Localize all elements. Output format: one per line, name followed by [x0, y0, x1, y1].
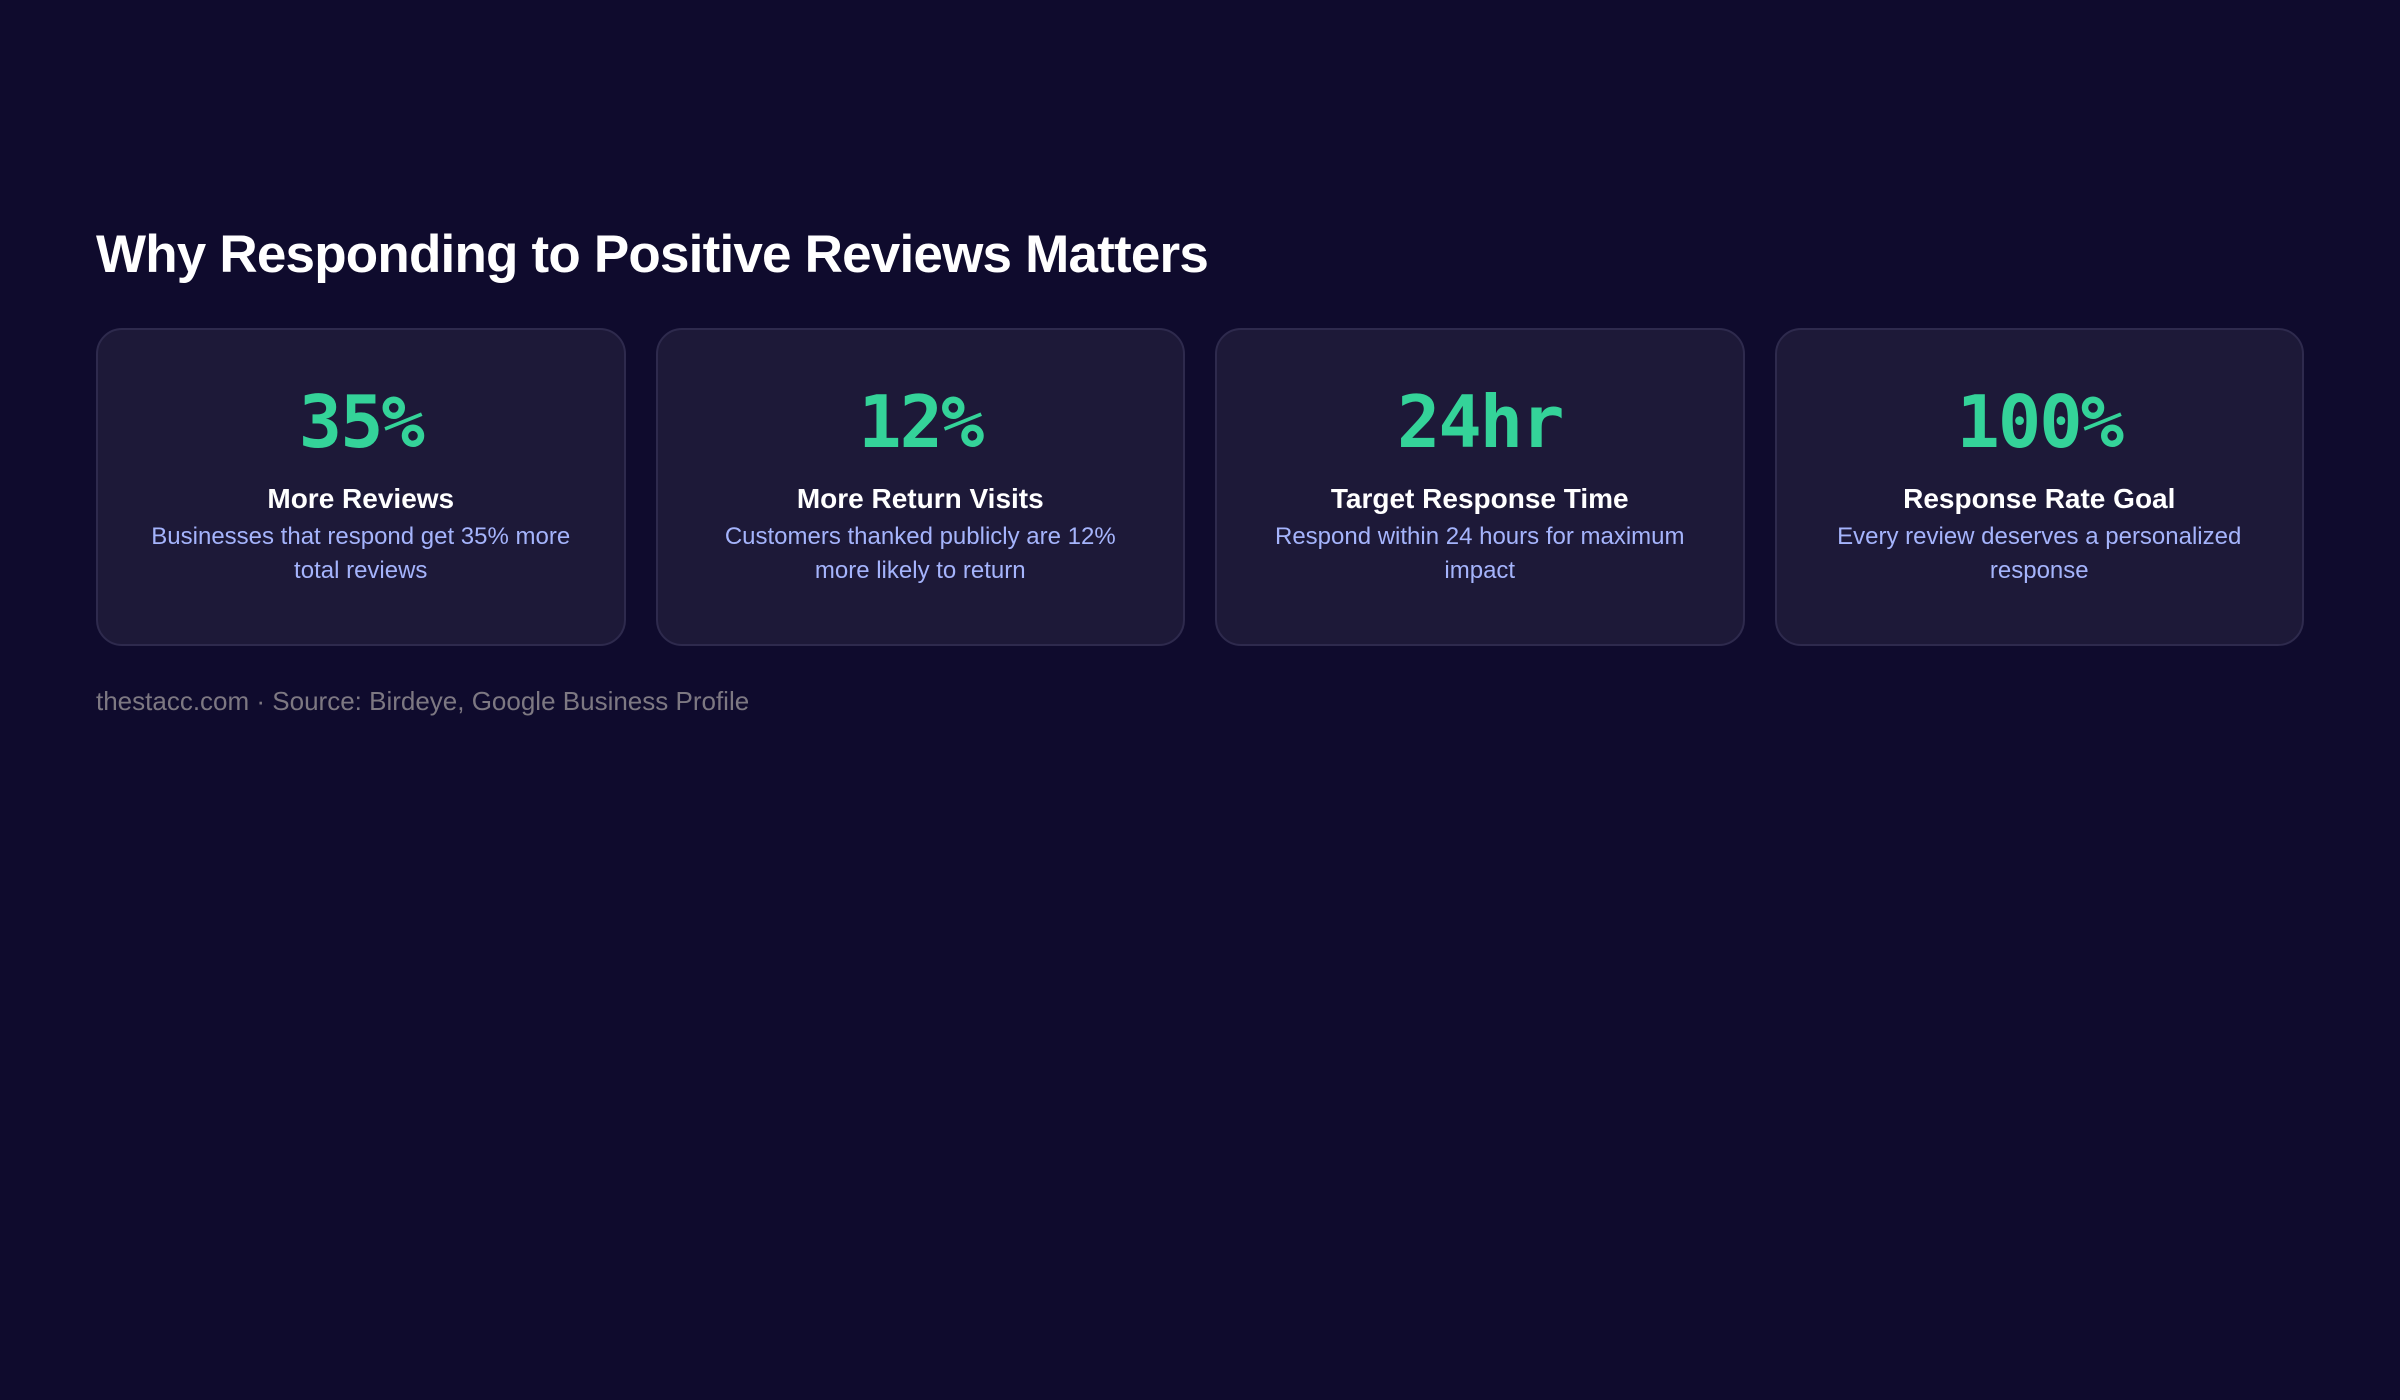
stat-value: 12% [858, 380, 984, 464]
source-footer: thestacc.com · Source: Birdeye, Google B… [96, 686, 750, 716]
stat-value: 35% [298, 380, 425, 464]
stats-section: Why Responding to Positive Reviews Matte… [96, 218, 2304, 717]
stat-card-more-reviews: 35% More Reviews Businesses that respond… [96, 328, 626, 646]
stat-description: Businesses that respond get 35% more tot… [151, 523, 571, 584]
stat-label: Target Response Time [1330, 483, 1629, 514]
stat-cards: 35% More Reviews Businesses that respond… [96, 328, 2304, 646]
stat-label: Response Rate Goal [1903, 483, 2176, 514]
stat-label: More Return Visits [796, 483, 1044, 514]
stat-card-return-visits: 12% More Return Visits Customers thanked… [655, 328, 1185, 646]
stat-label: More Reviews [267, 483, 455, 514]
stat-card-response-rate: 100% Response Rate Goal Every review des… [1774, 328, 2304, 646]
stat-description: Every review deserves a personalized res… [1837, 523, 2242, 584]
stat-value: 100% [1956, 380, 2124, 464]
stat-card-response-time: 24hr Target Response Time Respond within… [1215, 328, 1745, 646]
stat-description: Respond within 24 hours for maximum impa… [1274, 523, 1685, 584]
page-title: Why Responding to Positive Reviews Matte… [96, 225, 1209, 284]
stat-description: Customers thanked publicly are 12% more … [724, 523, 1116, 584]
stat-value: 24hr [1397, 380, 1564, 464]
